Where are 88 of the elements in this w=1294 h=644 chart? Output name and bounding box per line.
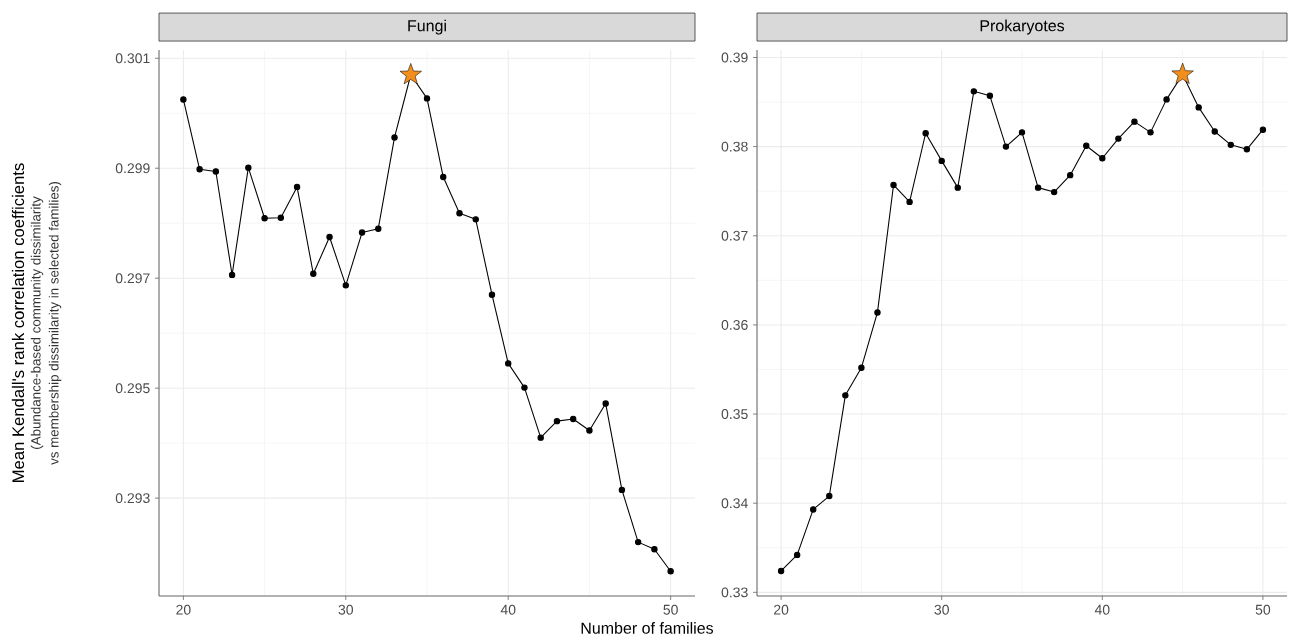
y-tick-label: 0.36 [721, 319, 748, 330]
y-tick-label: 0.299 [115, 163, 150, 174]
point [954, 184, 961, 191]
point [569, 415, 577, 423]
point [553, 417, 561, 425]
point [245, 164, 252, 171]
y-tick-label: 0.301 [115, 53, 150, 64]
point [906, 198, 913, 206]
point [358, 229, 366, 236]
point [986, 92, 994, 100]
point [1099, 155, 1106, 162]
y-tick-label: 0.38 [721, 141, 748, 152]
point [922, 130, 929, 137]
point [793, 551, 801, 559]
point [310, 270, 317, 277]
point [1147, 129, 1154, 136]
point [1083, 142, 1090, 149]
point [1018, 129, 1026, 136]
y-tick-label: 0.37 [721, 230, 748, 241]
x-tick-label: 30 [934, 604, 949, 615]
point [391, 134, 398, 141]
x-tick-label: 40 [1094, 604, 1110, 615]
point [228, 271, 236, 279]
point [970, 88, 978, 95]
y-tick-label: 0.297 [115, 273, 150, 284]
point [1002, 143, 1010, 150]
point [423, 95, 431, 102]
chart-title: Fungi [408, 19, 446, 35]
y-tick-label: 0.33 [721, 587, 748, 598]
point [277, 214, 285, 221]
point [375, 225, 382, 232]
y-tick-label: 0.293 [115, 493, 150, 504]
point [1243, 146, 1251, 153]
point [810, 506, 817, 513]
point [890, 181, 897, 189]
point [842, 392, 849, 399]
point [1050, 188, 1058, 196]
point [456, 210, 463, 217]
x-tick-label: 20 [774, 604, 789, 615]
point [634, 538, 642, 546]
point [537, 434, 544, 441]
point [1066, 171, 1074, 179]
point [399, 63, 422, 85]
point [1163, 96, 1170, 103]
point [196, 166, 203, 173]
y-tick-label: 0.39 [721, 52, 748, 63]
point [938, 157, 945, 165]
y-tick-label: 0.35 [721, 409, 748, 420]
point [212, 168, 220, 175]
x-tick-label: 50 [663, 604, 678, 615]
point [440, 173, 447, 181]
x-tick-label: 50 [1255, 604, 1271, 615]
point [1115, 135, 1122, 142]
text: (Abundance-based community dissimilarity [30, 196, 44, 449]
point [1211, 128, 1218, 135]
point [1131, 118, 1138, 125]
y-tick-label: 0.34 [721, 498, 748, 509]
point [472, 216, 479, 223]
point [521, 384, 528, 391]
point [858, 364, 865, 371]
point [293, 183, 301, 191]
point [777, 567, 785, 575]
point [261, 215, 268, 222]
x-tick-label: 30 [338, 604, 354, 615]
point [667, 568, 674, 575]
point [488, 291, 496, 298]
point [586, 427, 593, 434]
point [826, 492, 833, 500]
point [505, 360, 512, 367]
y-tick-label: 0.295 [115, 383, 150, 394]
x-tick-label: 40 [500, 604, 516, 615]
chart-title: Prokaryotes [980, 19, 1065, 35]
text: vs membership dissimilarity in selected families) [48, 181, 62, 465]
point [1171, 62, 1194, 84]
point [326, 233, 333, 241]
x-tick-label: 20 [176, 604, 191, 615]
point [1227, 141, 1234, 149]
point [1259, 126, 1267, 133]
y-axis-title: Mean Kendall's rank correlation coefficients [11, 163, 25, 482]
point [1034, 184, 1042, 191]
point [874, 309, 881, 316]
point [618, 486, 626, 494]
point [651, 546, 658, 553]
point [1195, 104, 1202, 111]
point [342, 282, 349, 289]
x-axis-title: Number of families [581, 622, 714, 634]
point [180, 96, 187, 103]
point [602, 400, 609, 407]
